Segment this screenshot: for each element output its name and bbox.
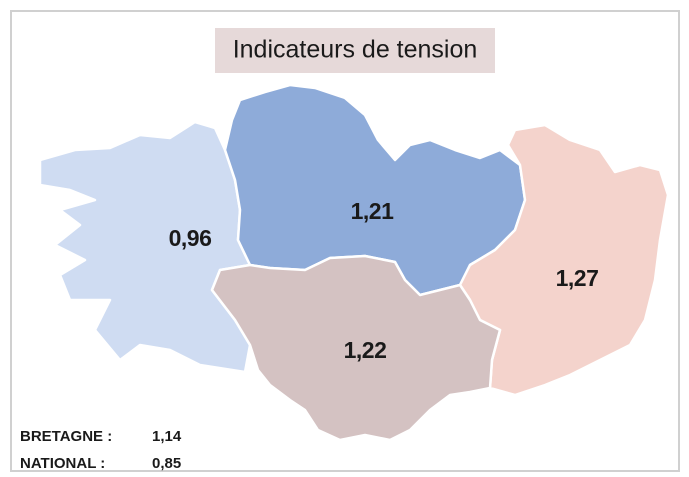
title-box bbox=[215, 28, 495, 73]
region-morbihan bbox=[210, 254, 502, 442]
summary-value: 0,85 bbox=[152, 455, 181, 472]
region-value: 1,27 bbox=[556, 265, 599, 291]
summary-name: BRETAGNE : bbox=[20, 428, 112, 445]
summary-name: NATIONAL : bbox=[20, 455, 105, 472]
region-value: 1,21 bbox=[351, 198, 394, 224]
summary-value: 1,14 bbox=[152, 428, 182, 445]
title: Indicateurs de tension bbox=[233, 36, 478, 64]
region-finistere bbox=[38, 120, 252, 374]
region-value: 1,22 bbox=[344, 337, 387, 363]
region-value: 0,96 bbox=[169, 225, 212, 251]
region-ille-et-vilaine bbox=[458, 123, 670, 397]
regions bbox=[38, 83, 670, 442]
